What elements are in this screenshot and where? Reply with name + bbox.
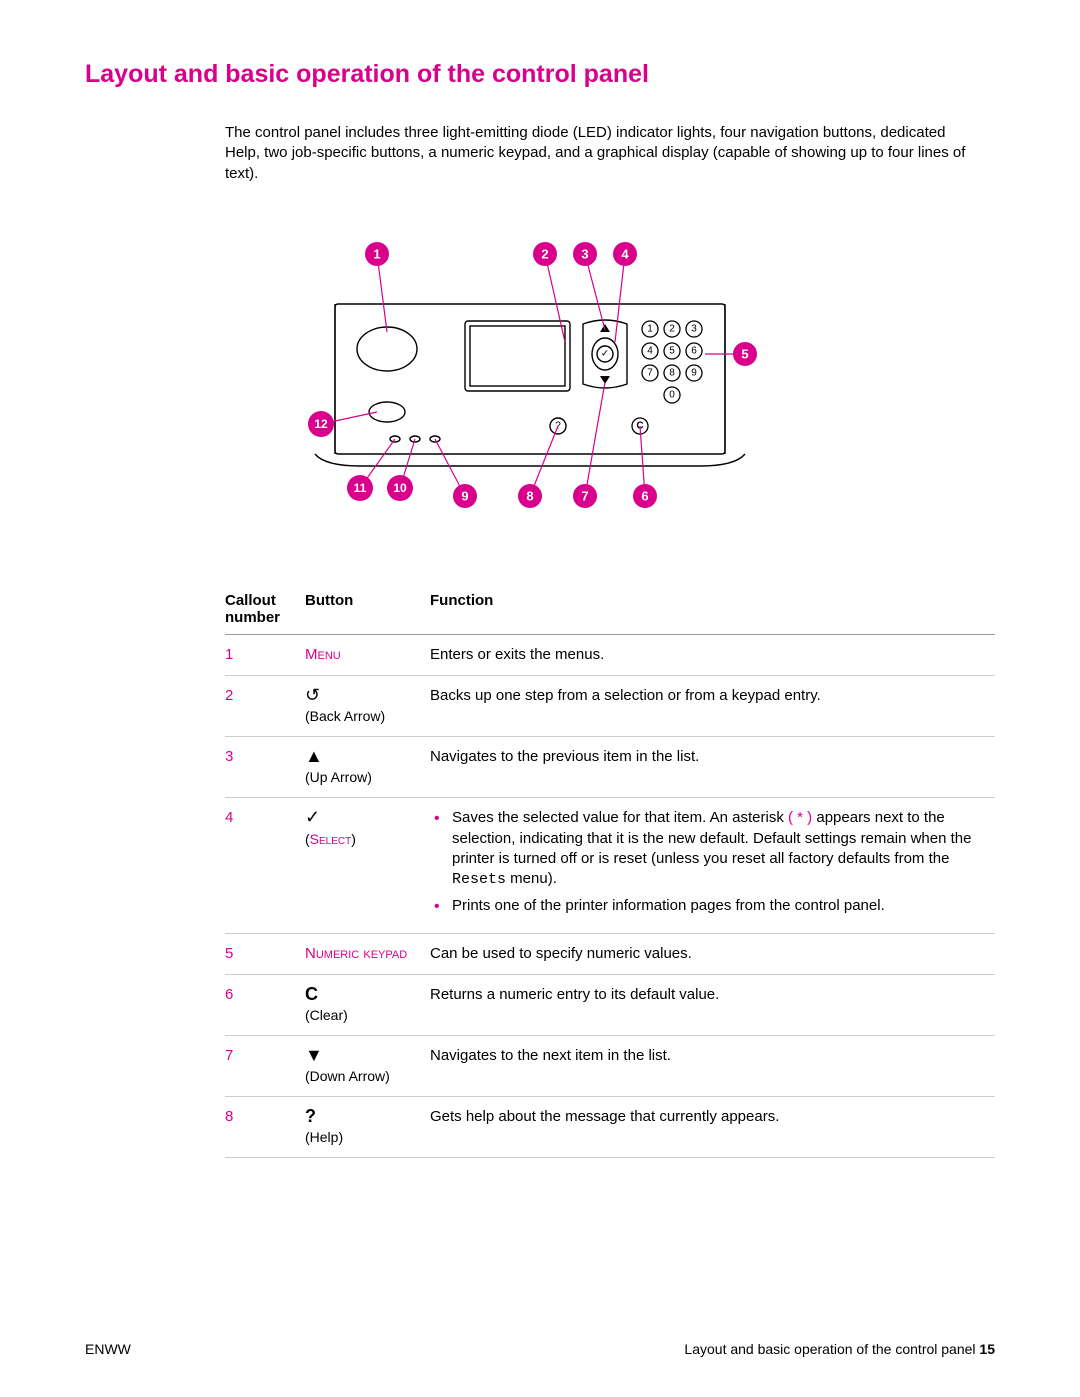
- callout-number: 7: [225, 1035, 305, 1096]
- table-row: 2↺(Back Arrow)Backs up one step from a s…: [225, 676, 995, 737]
- footer-left: ENWW: [85, 1341, 131, 1357]
- function-cell: Returns a numeric entry to its default v…: [430, 974, 995, 1035]
- svg-text:8: 8: [526, 488, 533, 503]
- svg-text:12: 12: [314, 417, 328, 431]
- svg-text:7: 7: [581, 488, 588, 503]
- svg-text:0: 0: [669, 389, 675, 400]
- svg-text:6: 6: [691, 345, 697, 356]
- svg-text:7: 7: [647, 367, 653, 378]
- function-cell: Enters or exits the menus.: [430, 634, 995, 675]
- svg-text:3: 3: [581, 246, 588, 261]
- button-cell: ?(Help): [305, 1097, 430, 1158]
- svg-text:2: 2: [541, 246, 548, 261]
- header-function: Function: [430, 584, 995, 635]
- footer-right: Layout and basic operation of the contro…: [684, 1341, 995, 1357]
- table-row: 7▼(Down Arrow)Navigates to the next item…: [225, 1035, 995, 1096]
- page-title: Layout and basic operation of the contro…: [85, 60, 995, 89]
- header-button: Button: [305, 584, 430, 635]
- svg-text:2: 2: [669, 323, 675, 334]
- button-cell: Numeric keypad: [305, 933, 430, 974]
- svg-text:1: 1: [373, 246, 380, 261]
- function-cell: Can be used to specify numeric values.: [430, 933, 995, 974]
- svg-text:3: 3: [691, 323, 697, 334]
- callout-number: 6: [225, 974, 305, 1035]
- svg-text:4: 4: [647, 345, 653, 356]
- callout-number: 5: [225, 933, 305, 974]
- svg-text:5: 5: [669, 345, 675, 356]
- button-cell: ▲(Up Arrow): [305, 737, 430, 798]
- table-row: 1MenuEnters or exits the menus.: [225, 634, 995, 675]
- function-cell: Backs up one step from a selection or fr…: [430, 676, 995, 737]
- control-panel-diagram: ✓?1234567890C123456789101112: [85, 234, 995, 524]
- callout-number: 2: [225, 676, 305, 737]
- function-cell: Gets help about the message that current…: [430, 1097, 995, 1158]
- table-row: 5Numeric keypadCan be used to specify nu…: [225, 933, 995, 974]
- svg-text:✓: ✓: [601, 348, 609, 359]
- svg-text:8: 8: [669, 367, 675, 378]
- callout-number: 4: [225, 798, 305, 933]
- header-callout: Callout number: [225, 584, 305, 635]
- callout-number: 1: [225, 634, 305, 675]
- button-cell: ✓(Select): [305, 798, 430, 933]
- table-row: 3▲(Up Arrow)Navigates to the previous it…: [225, 737, 995, 798]
- button-cell: Menu: [305, 634, 430, 675]
- svg-text:9: 9: [691, 367, 697, 378]
- table-row: 8?(Help)Gets help about the message that…: [225, 1097, 995, 1158]
- callout-table: Callout number Button Function 1MenuEnte…: [225, 584, 995, 1158]
- button-cell: ▼(Down Arrow): [305, 1035, 430, 1096]
- svg-text:9: 9: [461, 488, 468, 503]
- table-row: 4✓(Select)Saves the selected value for t…: [225, 798, 995, 933]
- table-row: 6C(Clear)Returns a numeric entry to its …: [225, 974, 995, 1035]
- page-footer: ENWW Layout and basic operation of the c…: [85, 1341, 995, 1357]
- function-cell: Saves the selected value for that item. …: [430, 798, 995, 933]
- button-cell: ↺(Back Arrow): [305, 676, 430, 737]
- svg-text:6: 6: [641, 488, 648, 503]
- function-cell: Navigates to the previous item in the li…: [430, 737, 995, 798]
- function-cell: Navigates to the next item in the list.: [430, 1035, 995, 1096]
- button-cell: C(Clear): [305, 974, 430, 1035]
- svg-text:5: 5: [741, 346, 748, 361]
- callout-number: 8: [225, 1097, 305, 1158]
- svg-text:11: 11: [354, 481, 367, 495]
- intro-paragraph: The control panel includes three light-e…: [225, 123, 975, 184]
- svg-text:4: 4: [621, 246, 629, 261]
- svg-text:1: 1: [647, 323, 653, 334]
- callout-number: 3: [225, 737, 305, 798]
- svg-text:10: 10: [393, 481, 407, 495]
